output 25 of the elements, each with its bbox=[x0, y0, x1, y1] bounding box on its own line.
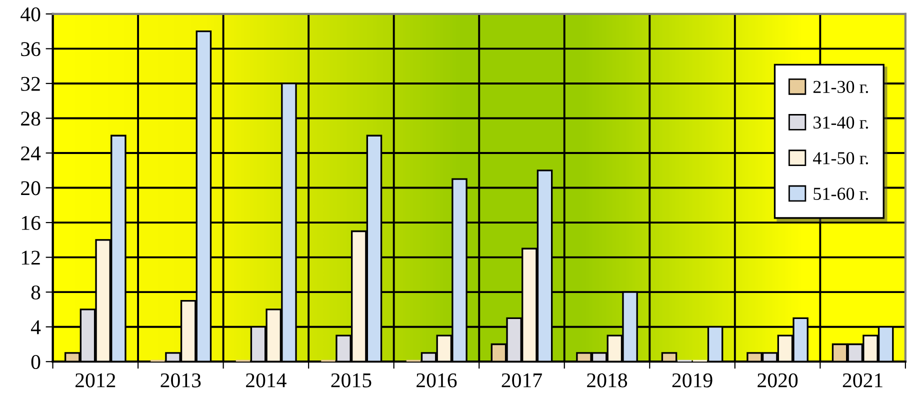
x-tick-label: 2012 bbox=[75, 373, 116, 388]
legend-label: 21-30 г. bbox=[813, 80, 868, 94]
legend-label: 51-60 г. bbox=[814, 188, 868, 200]
y-tick-label: 36 bbox=[21, 42, 40, 56]
x-tick-label: 2013 bbox=[160, 373, 201, 388]
y-tick-label: 40 bbox=[20, 7, 40, 22]
x-tick-label: 2019 bbox=[672, 373, 712, 388]
y-tick-label: 24 bbox=[21, 146, 41, 160]
x-tick-label: 2014 bbox=[246, 373, 286, 388]
y-tick-label: 0 bbox=[31, 354, 40, 370]
x-tick-label: 2021 bbox=[842, 373, 882, 388]
legend-label: 41-50 г. bbox=[813, 152, 868, 164]
x-tick-label: 2017 bbox=[502, 373, 542, 388]
x-tick-label: 2020 bbox=[758, 373, 798, 388]
y-tick-label: 32 bbox=[21, 76, 40, 91]
y-tick-label: 20 bbox=[21, 181, 40, 196]
y-tick-label: 28 bbox=[21, 112, 40, 126]
y-tick-label: 16 bbox=[22, 216, 40, 230]
y-tick-label: 4 bbox=[30, 320, 41, 334]
y-tick-label: 12 bbox=[22, 250, 40, 265]
x-tick-label: 2018 bbox=[587, 373, 628, 388]
x-tick-label: 2016 bbox=[416, 373, 457, 388]
legend-label: 31-40 г. bbox=[814, 116, 868, 129]
x-tick-label: 2015 bbox=[331, 373, 372, 388]
y-tick-label: 8 bbox=[31, 285, 40, 300]
